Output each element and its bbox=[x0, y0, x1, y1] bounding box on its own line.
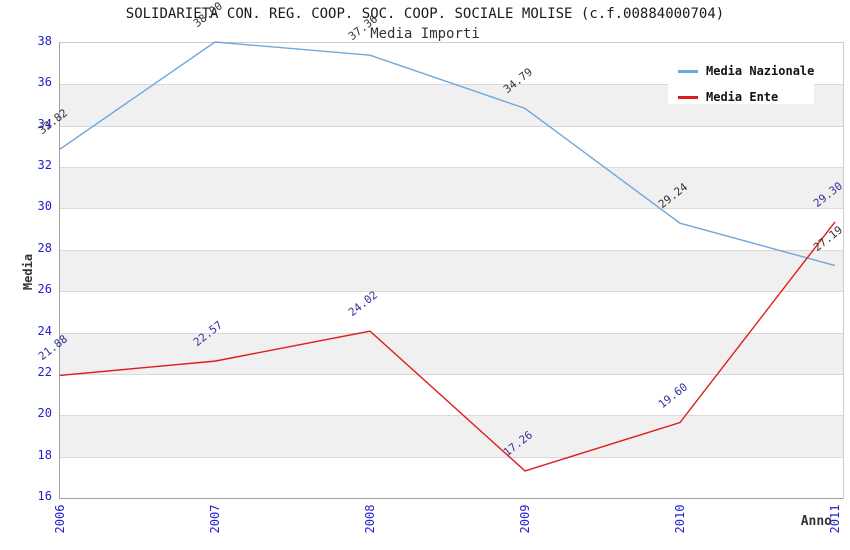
plot-band bbox=[60, 208, 843, 250]
series-line-media-nazionale bbox=[59, 41, 836, 267]
y-axis-tick: 32 bbox=[37, 158, 52, 173]
legend-item-media-ente: Media Ente bbox=[678, 90, 778, 104]
y-axis-tick: 38 bbox=[37, 34, 52, 48]
x-axis-tick: 2006 bbox=[53, 504, 67, 534]
y-axis-tick: 16 bbox=[37, 489, 52, 503]
legend-label-media-nazionale: Media Nazionale bbox=[706, 64, 815, 78]
x-axis-tick: 2010 bbox=[673, 504, 687, 534]
plot-band bbox=[60, 456, 843, 498]
plot-band bbox=[60, 415, 843, 457]
plot-band bbox=[60, 332, 843, 374]
series-line-media-ente bbox=[59, 221, 836, 472]
y-axis-tick: 34 bbox=[37, 116, 52, 131]
chart-title: SOLIDARIETA CON. REG. COOP. SOC. COOP. S… bbox=[125, 6, 725, 22]
x-axis-title: Anno bbox=[800, 514, 832, 529]
legend-swatch-media-ente-icon bbox=[678, 95, 698, 99]
y-axis-tick: 28 bbox=[37, 240, 52, 255]
chart-subtitle: Media Importi bbox=[370, 26, 480, 42]
plot-band bbox=[60, 249, 843, 292]
plot-area bbox=[59, 42, 844, 499]
legend: Media Nazionale Media Ente bbox=[668, 52, 814, 104]
y-axis-tick: 20 bbox=[37, 406, 52, 421]
plot-band bbox=[60, 291, 843, 333]
legend-swatch-media-nazionale-icon bbox=[678, 69, 698, 73]
y-axis-tick: 24 bbox=[37, 323, 52, 338]
plot-band bbox=[60, 125, 843, 168]
x-axis-tick: 2011 bbox=[828, 504, 842, 534]
x-axis-tick: 2009 bbox=[518, 504, 532, 534]
x-axis-tick: 2008 bbox=[363, 504, 377, 534]
plot-band bbox=[60, 167, 843, 209]
y-axis-tick: 22 bbox=[37, 364, 52, 379]
y-axis-tick: 18 bbox=[37, 447, 52, 462]
x-axis-tick: 2007 bbox=[208, 504, 222, 534]
y-axis-tick: 26 bbox=[37, 282, 52, 297]
legend-item-media-nazionale: Media Nazionale bbox=[678, 64, 814, 78]
y-axis-tick: 36 bbox=[37, 75, 52, 90]
y-axis-tick: 30 bbox=[37, 199, 52, 214]
legend-label-media-ente: Media Ente bbox=[706, 90, 779, 104]
